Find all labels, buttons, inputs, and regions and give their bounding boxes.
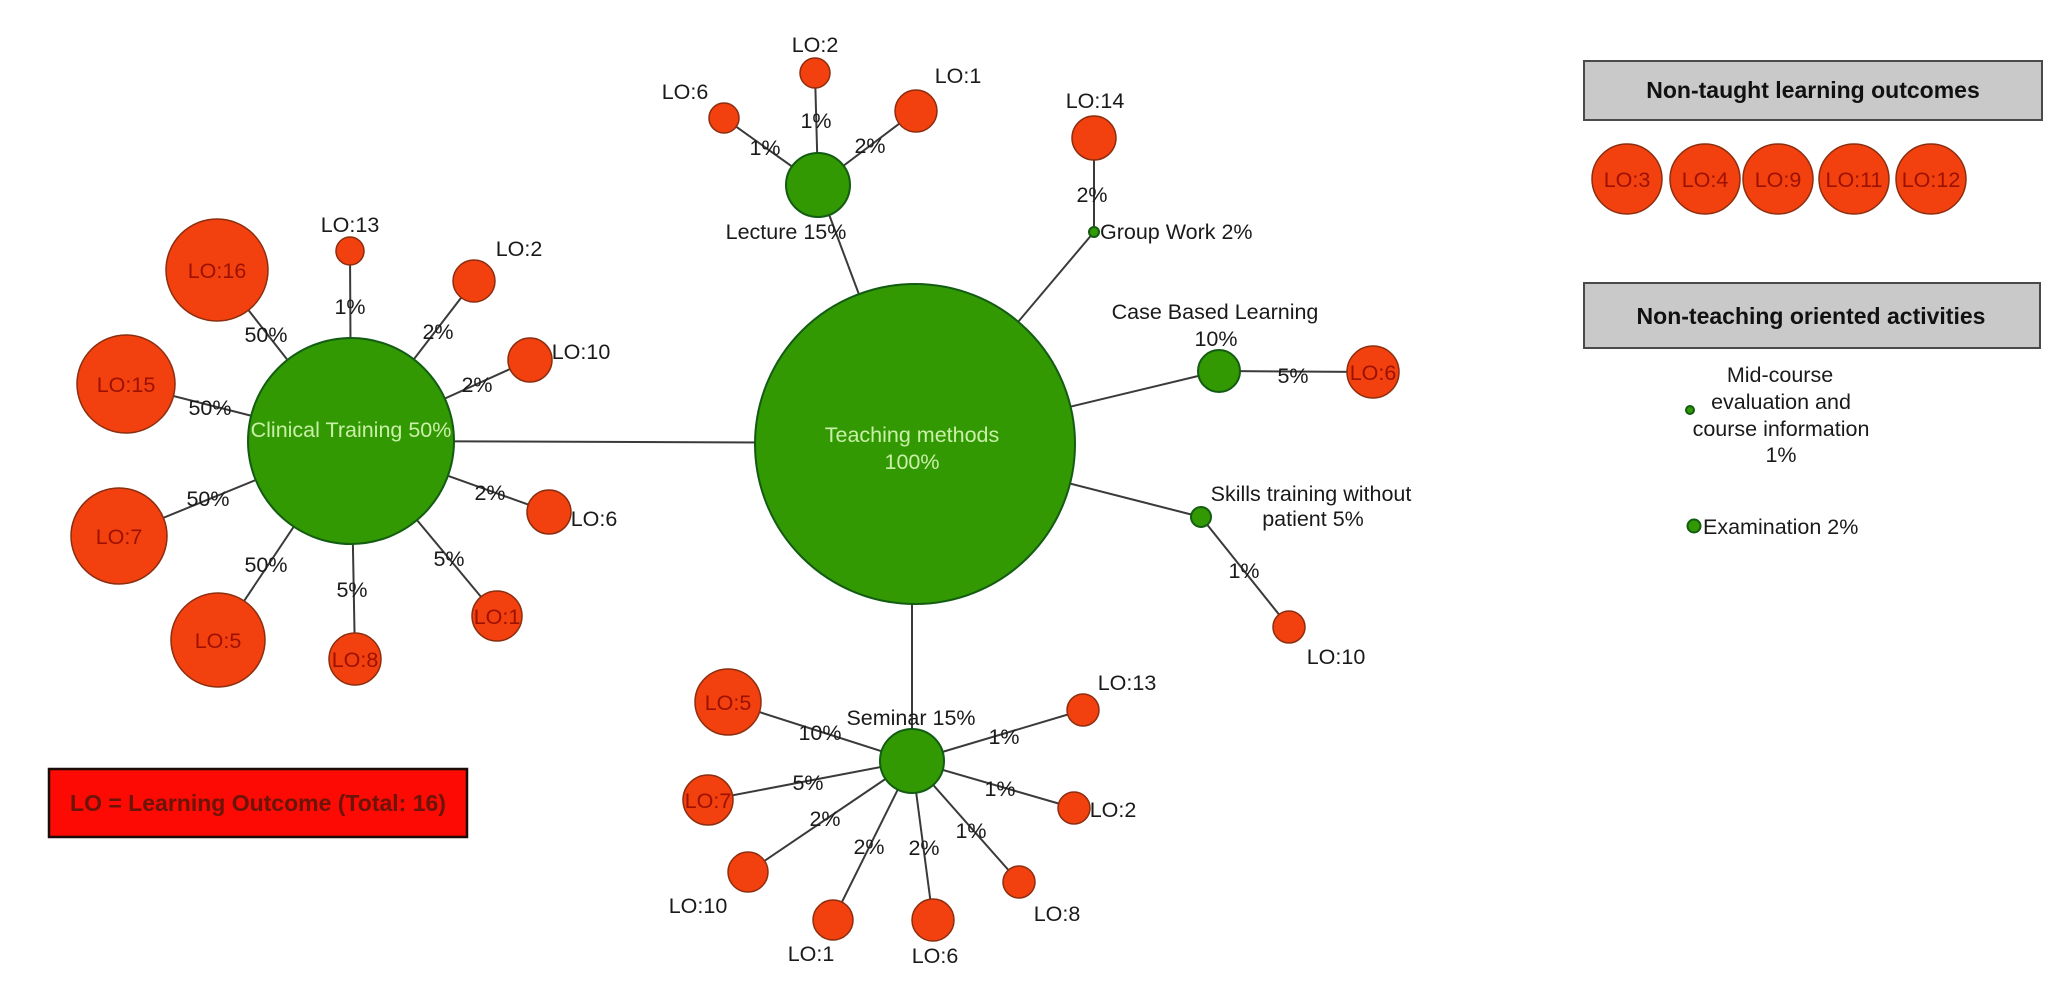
svg-text:Group Work 2%: Group Work 2% [1100, 220, 1253, 244]
svg-text:1%: 1% [988, 725, 1019, 749]
svg-text:Teaching methods: Teaching methods [825, 423, 1000, 447]
svg-text:LO:13: LO:13 [321, 213, 380, 237]
svg-text:1%: 1% [1228, 559, 1259, 583]
svg-text:Non-teaching oriented activiti: Non-teaching oriented activities [1637, 303, 1986, 329]
svg-text:LO:3: LO:3 [1604, 168, 1651, 192]
svg-text:LO:8: LO:8 [332, 648, 379, 672]
svg-text:LO:14: LO:14 [1066, 89, 1125, 113]
svg-text:Examination 2%: Examination 2% [1703, 515, 1858, 539]
svg-text:LO:10: LO:10 [1307, 645, 1366, 669]
svg-text:5%: 5% [336, 578, 367, 602]
svg-text:LO:6: LO:6 [662, 80, 709, 104]
svg-text:LO:8: LO:8 [1034, 902, 1081, 926]
svg-text:LO:15: LO:15 [97, 373, 156, 397]
svg-text:LO:10: LO:10 [669, 894, 728, 918]
svg-text:1%: 1% [749, 136, 780, 160]
svg-text:Non-taught learning outcomes: Non-taught learning outcomes [1646, 77, 1980, 103]
svg-text:evaluation and: evaluation and [1711, 390, 1851, 414]
svg-text:2%: 2% [422, 320, 453, 344]
svg-text:LO:10: LO:10 [552, 340, 611, 364]
svg-text:LO:6: LO:6 [571, 507, 618, 531]
svg-text:2%: 2% [854, 134, 885, 158]
svg-text:Case Based Learning: Case Based Learning [1112, 300, 1319, 324]
svg-text:1%: 1% [955, 819, 986, 843]
svg-text:50%: 50% [186, 487, 229, 511]
svg-text:Mid-course: Mid-course [1727, 363, 1833, 387]
svg-text:LO:11: LO:11 [1826, 168, 1883, 192]
svg-text:Clinical Training 50%: Clinical Training 50% [251, 418, 452, 442]
svg-text:5%: 5% [433, 547, 464, 571]
svg-text:LO:2: LO:2 [496, 237, 543, 261]
svg-text:1%: 1% [984, 777, 1015, 801]
svg-text:LO:6: LO:6 [1350, 361, 1397, 385]
svg-text:50%: 50% [188, 396, 231, 420]
svg-text:2%: 2% [853, 835, 884, 859]
svg-text:LO:12: LO:12 [1902, 168, 1961, 192]
svg-text:course information: course information [1693, 417, 1870, 441]
svg-text:2%: 2% [461, 373, 492, 397]
svg-text:LO = Learning Outcome (Total:: LO = Learning Outcome (Total: 16) [70, 790, 446, 816]
svg-text:5%: 5% [792, 771, 823, 795]
svg-text:LO:4: LO:4 [1682, 168, 1729, 192]
svg-text:LO:1: LO:1 [788, 942, 835, 966]
svg-text:50%: 50% [244, 553, 287, 577]
svg-text:LO:2: LO:2 [1090, 798, 1137, 822]
svg-text:Skills training without: Skills training without [1211, 482, 1412, 506]
svg-text:100%: 100% [885, 450, 940, 474]
svg-text:1%: 1% [334, 295, 365, 319]
svg-text:10%: 10% [798, 721, 841, 745]
svg-text:LO:16: LO:16 [188, 259, 247, 283]
svg-text:LO:5: LO:5 [195, 629, 242, 653]
svg-text:LO:2: LO:2 [792, 33, 839, 57]
svg-text:LO:9: LO:9 [1755, 168, 1802, 192]
svg-text:2%: 2% [908, 836, 939, 860]
svg-text:1%: 1% [1765, 443, 1796, 467]
svg-text:5%: 5% [1277, 364, 1308, 388]
svg-text:2%: 2% [474, 481, 505, 505]
svg-text:LO:7: LO:7 [96, 525, 143, 549]
svg-text:2%: 2% [1076, 183, 1107, 207]
svg-text:LO:1: LO:1 [935, 64, 982, 88]
svg-text:patient 5%: patient 5% [1262, 507, 1364, 531]
svg-text:50%: 50% [244, 323, 287, 347]
svg-text:Lecture 15%: Lecture 15% [726, 220, 847, 244]
svg-text:Seminar 15%: Seminar 15% [846, 706, 975, 730]
svg-text:1%: 1% [800, 109, 831, 133]
svg-text:LO:6: LO:6 [912, 944, 959, 968]
svg-text:10%: 10% [1194, 327, 1237, 351]
svg-text:LO:7: LO:7 [685, 789, 732, 813]
svg-text:LO:13: LO:13 [1098, 671, 1157, 695]
svg-text:LO:1: LO:1 [474, 605, 521, 629]
svg-text:2%: 2% [809, 807, 840, 831]
svg-text:LO:5: LO:5 [705, 691, 752, 715]
